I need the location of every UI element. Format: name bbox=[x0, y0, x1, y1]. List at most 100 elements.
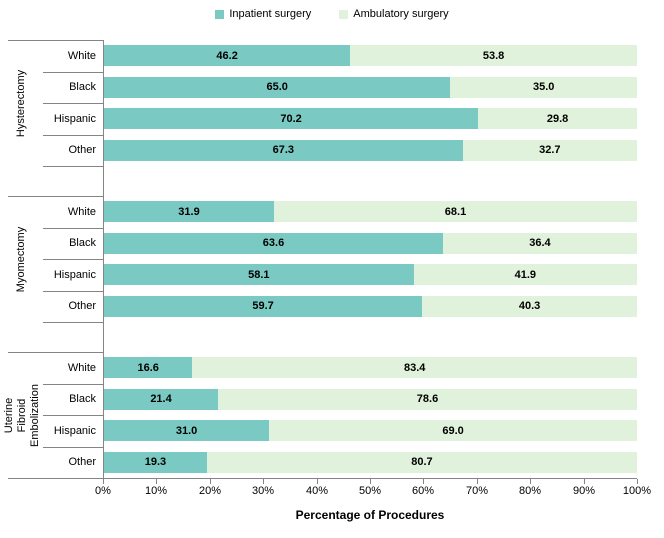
category-divider-line bbox=[43, 103, 103, 104]
group-divider-line bbox=[8, 352, 103, 353]
ambulatory-value-label: 32.7 bbox=[539, 144, 561, 157]
x-axis-title: Percentage of Procedures bbox=[295, 508, 445, 522]
inpatient-value-label: 59.7 bbox=[252, 300, 274, 313]
category-label: Hispanic bbox=[53, 424, 96, 437]
category-divider-line bbox=[43, 290, 103, 292]
x-axis-tick bbox=[156, 479, 157, 484]
bar-segment-inpatient: 21.4 bbox=[104, 388, 219, 410]
x-axis-tick bbox=[370, 479, 371, 484]
category-label: White bbox=[67, 361, 96, 374]
x-axis-tick bbox=[584, 479, 585, 484]
bar-segment-ambulatory: 53.8 bbox=[350, 45, 637, 67]
bar-row: 16.6 83.4 bbox=[104, 357, 637, 379]
bar-segment-inpatient: 58.1 bbox=[104, 264, 414, 286]
bar-row: 46.2 53.8 bbox=[104, 45, 637, 67]
category-label: White bbox=[67, 205, 96, 218]
x-axis-tick-label: 90% bbox=[572, 485, 596, 497]
bar-segment-inpatient: 65.0 bbox=[104, 76, 451, 98]
bar-segment-ambulatory: 35.0 bbox=[450, 76, 637, 98]
bar-segment-inpatient: 31.0 bbox=[104, 420, 270, 442]
group-divider-line bbox=[8, 40, 103, 41]
category-label: Hispanic bbox=[53, 268, 96, 281]
inpatient-value-label: 63.6 bbox=[262, 237, 285, 250]
bar-row: 59.7 40.3 bbox=[104, 295, 637, 317]
bar-row: 31.9 68.1 bbox=[104, 201, 637, 223]
x-axis-tick-label: 100% bbox=[622, 485, 652, 497]
bar-segment-ambulatory: 69.0 bbox=[269, 420, 637, 442]
category-label: Black bbox=[69, 393, 96, 406]
bar-row: 65.0 35.0 bbox=[104, 76, 637, 98]
category-divider-line bbox=[43, 166, 103, 167]
inpatient-value-label: 19.3 bbox=[144, 456, 167, 469]
x-axis-tick-label: 0% bbox=[95, 485, 111, 497]
category-axis-line bbox=[103, 40, 104, 478]
bar-row: 58.1 41.9 bbox=[104, 264, 637, 286]
x-axis-tick-label: 70% bbox=[465, 485, 489, 497]
ambulatory-value-label: 41.9 bbox=[514, 268, 537, 281]
ambulatory-swatch-icon bbox=[339, 9, 349, 19]
inpatient-swatch-icon bbox=[215, 9, 225, 19]
category-divider-line bbox=[43, 383, 103, 385]
legend-item-inpatient: Inpatient surgery bbox=[215, 8, 311, 20]
bar-segment-ambulatory: 40.3 bbox=[422, 295, 637, 317]
category-divider-line bbox=[43, 259, 103, 260]
x-axis-tick bbox=[477, 479, 478, 484]
category-divider-line bbox=[43, 134, 103, 136]
category-label: Other bbox=[68, 456, 96, 469]
bar-segment-inpatient: 16.6 bbox=[104, 357, 193, 379]
inpatient-value-label: 70.2 bbox=[280, 112, 302, 125]
inpatient-value-label: 65.0 bbox=[266, 81, 288, 94]
category-divider-line bbox=[43, 227, 103, 229]
group-label-text: Myomectomy bbox=[15, 226, 28, 292]
inpatient-value-label: 21.4 bbox=[150, 393, 172, 406]
bar-segment-ambulatory: 80.7 bbox=[206, 451, 637, 473]
bar-segment-inpatient: 59.7 bbox=[104, 295, 423, 317]
legend-item-ambulatory: Ambulatory surgery bbox=[339, 8, 449, 20]
bar-segment-inpatient: 19.3 bbox=[104, 451, 207, 473]
bar-segment-ambulatory: 83.4 bbox=[192, 357, 637, 379]
category-divider-line bbox=[43, 322, 103, 323]
ambulatory-value-label: 83.4 bbox=[404, 361, 426, 374]
inpatient-value-label: 58.1 bbox=[248, 268, 270, 281]
ambulatory-value-label: 80.7 bbox=[411, 456, 433, 469]
bar-row: 19.3 80.7 bbox=[104, 451, 637, 473]
bar-row: 21.4 78.6 bbox=[104, 388, 637, 410]
category-label: Other bbox=[68, 300, 96, 313]
category-label: Black bbox=[69, 81, 96, 94]
ambulatory-value-label: 78.6 bbox=[416, 393, 439, 406]
x-axis-tick bbox=[103, 479, 104, 484]
bar-segment-ambulatory: 78.6 bbox=[218, 388, 637, 410]
group-label-text: Hysterectomy bbox=[15, 69, 28, 137]
x-axis-tick-label: 10% bbox=[144, 485, 168, 497]
category-label: Other bbox=[68, 144, 96, 157]
group-divider-line bbox=[8, 196, 103, 197]
bar-segment-inpatient: 63.6 bbox=[104, 232, 443, 254]
x-axis-tick-label: 80% bbox=[518, 485, 542, 497]
bar-segment-ambulatory: 68.1 bbox=[274, 201, 637, 223]
legend-label-ambulatory: Ambulatory surgery bbox=[353, 8, 449, 20]
x-axis-tick bbox=[210, 479, 211, 484]
x-axis-tick bbox=[637, 479, 638, 484]
x-axis-tick-label: 20% bbox=[198, 485, 222, 497]
bar-row: 31.0 69.0 bbox=[104, 420, 637, 442]
ambulatory-value-label: 40.3 bbox=[518, 300, 541, 313]
category-divider-line bbox=[43, 71, 103, 73]
x-axis-tick bbox=[317, 479, 318, 484]
ambulatory-value-label: 29.8 bbox=[546, 112, 569, 125]
category-label: Hispanic bbox=[53, 112, 96, 125]
inpatient-value-label: 16.6 bbox=[137, 361, 159, 374]
inpatient-value-label: 31.9 bbox=[178, 205, 200, 218]
x-axis-tick-label: 50% bbox=[358, 485, 382, 497]
bar-segment-inpatient: 67.3 bbox=[104, 139, 463, 161]
bar-segment-ambulatory: 32.7 bbox=[462, 139, 637, 161]
ambulatory-value-label: 69.0 bbox=[442, 424, 464, 437]
legend: Inpatient surgery Ambulatory surgery bbox=[0, 8, 664, 20]
x-axis-tick-label: 40% bbox=[305, 485, 329, 497]
bar-segment-ambulatory: 41.9 bbox=[413, 264, 637, 286]
bar-segment-ambulatory: 29.8 bbox=[478, 108, 637, 130]
category-label: Black bbox=[69, 237, 96, 250]
bar-row: 67.3 32.7 bbox=[104, 139, 637, 161]
category-divider-line bbox=[43, 446, 103, 448]
x-axis-line bbox=[8, 478, 637, 479]
